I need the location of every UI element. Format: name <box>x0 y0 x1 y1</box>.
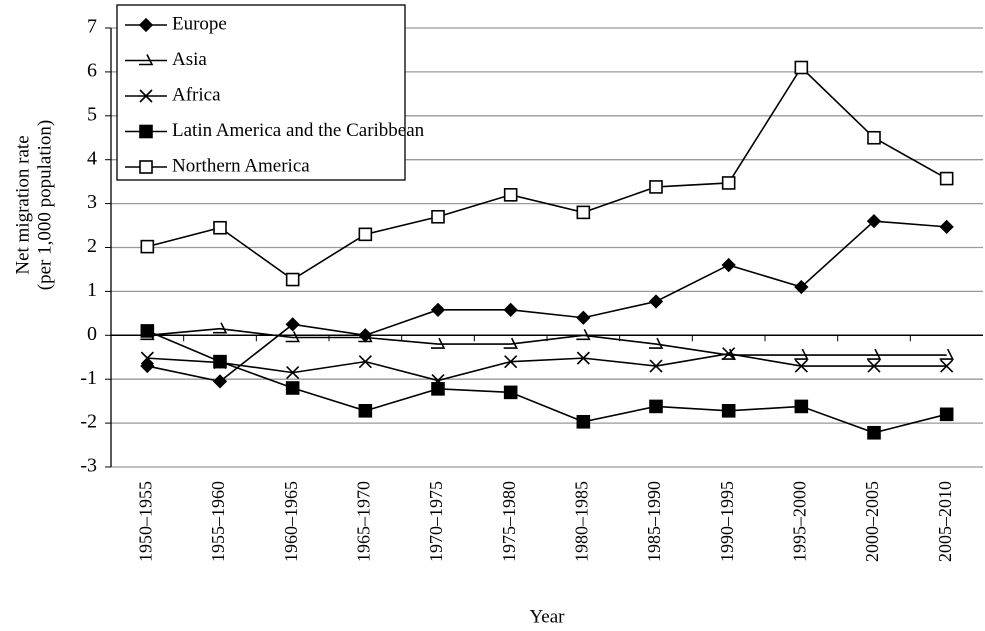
marker <box>649 180 663 194</box>
marker <box>140 358 155 374</box>
marker <box>285 331 300 343</box>
x-tick-label: 1950–1955 <box>135 481 155 562</box>
marker <box>939 407 954 422</box>
marker <box>867 348 882 360</box>
y-tick-label: -2 <box>80 411 97 433</box>
marker <box>431 337 446 349</box>
legend-box <box>116 4 406 181</box>
marker <box>576 328 591 341</box>
marker <box>140 351 154 365</box>
marker <box>212 374 228 389</box>
marker <box>358 355 372 369</box>
marker <box>213 220 227 235</box>
marker <box>503 337 518 349</box>
y-tick-label: 2 <box>87 235 97 257</box>
marker <box>504 355 518 369</box>
marker <box>939 219 954 234</box>
series-line <box>147 327 947 356</box>
marker <box>649 337 664 349</box>
marker <box>431 209 445 224</box>
marker <box>940 359 954 373</box>
legend-marker <box>138 17 154 33</box>
legend-marker <box>139 89 153 103</box>
marker <box>576 351 590 365</box>
marker <box>794 359 808 373</box>
marker <box>867 359 881 373</box>
marker <box>358 331 373 343</box>
y-tick-label: 3 <box>87 191 97 213</box>
y-tick-label: 7 <box>87 16 97 38</box>
x-tick-label: 1985–1990 <box>644 481 664 562</box>
y-tick-label: 5 <box>87 103 97 125</box>
marker <box>794 399 809 414</box>
marker <box>794 60 809 75</box>
y-tick-label: -3 <box>80 455 97 477</box>
marker <box>939 348 954 360</box>
y-axis-title-line: (per 1,000 population) <box>34 120 55 290</box>
marker <box>213 322 228 334</box>
y-tick-label: 4 <box>87 147 97 169</box>
marker <box>140 239 155 254</box>
marker <box>285 317 300 332</box>
marker <box>285 381 300 395</box>
x-tick-label: 1995–2000 <box>789 481 809 562</box>
marker <box>576 310 591 325</box>
marker <box>431 382 445 396</box>
marker <box>503 385 518 400</box>
marker <box>867 425 881 440</box>
marker <box>358 227 373 242</box>
y-tick-label: 0 <box>87 323 97 345</box>
marker <box>358 404 373 418</box>
legend-label: Asia <box>172 49 207 70</box>
x-tick-label: 1960–1965 <box>281 481 301 562</box>
legend-marker <box>139 160 153 174</box>
marker <box>721 257 736 273</box>
marker <box>213 354 227 369</box>
y-tick-label: 1 <box>87 279 97 301</box>
marker <box>576 205 591 220</box>
marker <box>721 404 736 418</box>
marker <box>430 302 446 317</box>
legend-marker <box>139 54 154 66</box>
marker <box>286 366 300 380</box>
y-axis-title-line: Net migration rate <box>12 135 33 274</box>
marker <box>503 188 518 202</box>
x-tick-label: 1970–1975 <box>426 481 446 562</box>
marker <box>867 130 881 145</box>
marker <box>939 171 954 186</box>
marker <box>576 414 591 429</box>
x-tick-label: 1975–1980 <box>499 481 519 562</box>
marker <box>140 324 155 338</box>
x-tick-label: 1965–1970 <box>353 481 373 562</box>
legend-label: Northern America <box>172 155 310 176</box>
marker <box>503 302 518 317</box>
y-tick-label: 6 <box>87 59 97 81</box>
series-line <box>147 330 947 434</box>
marker <box>649 359 663 373</box>
series-line <box>147 352 947 382</box>
x-tick-label: 1955–1960 <box>208 481 228 562</box>
legend-label: Africa <box>172 84 221 105</box>
marker <box>285 272 300 287</box>
marker <box>794 279 809 295</box>
x-tick-label: 2005–2010 <box>935 481 955 562</box>
legend-label: Latin America and the Caribbean <box>172 120 425 141</box>
marker <box>721 176 736 190</box>
y-tick-label: -1 <box>80 367 97 389</box>
x-tick-label: 2000–2005 <box>862 481 882 562</box>
marker <box>649 399 663 414</box>
series-line <box>147 220 947 383</box>
marker <box>794 348 809 360</box>
legend-marker <box>139 124 153 139</box>
series-line <box>147 66 948 281</box>
y-axis-title: Net migration rate (per 1,000 population… <box>12 120 55 290</box>
x-tick-label: 1990–1995 <box>717 481 737 562</box>
x-tick-label: 1980–1985 <box>571 481 591 562</box>
x-axis-title: Year <box>529 606 565 627</box>
legend-label: Europe <box>172 13 227 34</box>
marker <box>722 347 736 361</box>
marker <box>866 214 882 229</box>
marker <box>648 294 664 309</box>
